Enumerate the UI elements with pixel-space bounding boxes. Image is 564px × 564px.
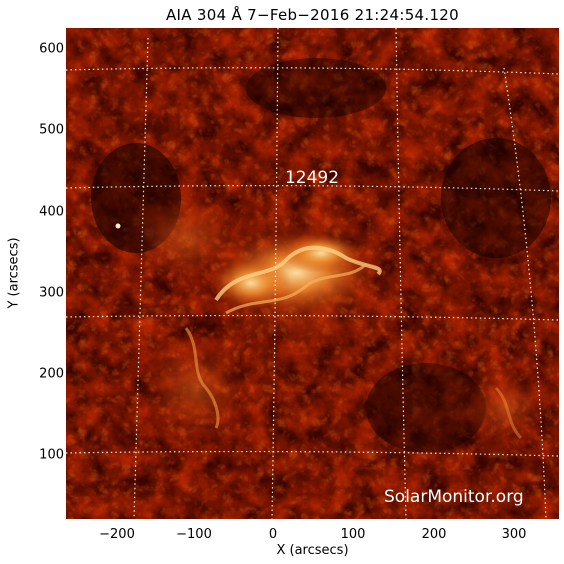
- x-tick: 300: [501, 527, 527, 542]
- y-axis-label: Y (arcsecs): [6, 237, 22, 309]
- x-tick: 100: [340, 527, 366, 542]
- active-region-label: 12492: [284, 168, 340, 188]
- y-tick: 300: [39, 285, 64, 301]
- y-tick: 600: [39, 41, 64, 57]
- x-tick: 200: [421, 527, 447, 542]
- y-tick: 100: [39, 447, 64, 463]
- image-title: AIA 304 Å 7−Feb−2016 21:24:54.120: [166, 6, 459, 24]
- solar-image-panel: [66, 28, 559, 519]
- watermark: SolarMonitor.org: [384, 487, 524, 507]
- y-tick: 200: [39, 366, 64, 382]
- x-tick: 0: [268, 527, 278, 542]
- x-axis-label: X (arcsecs): [276, 543, 349, 558]
- y-tick: 400: [39, 204, 64, 220]
- x-tick: −100: [176, 527, 212, 542]
- y-tick: 500: [39, 122, 64, 138]
- solar-image: [66, 28, 559, 519]
- x-tick: −200: [99, 527, 135, 542]
